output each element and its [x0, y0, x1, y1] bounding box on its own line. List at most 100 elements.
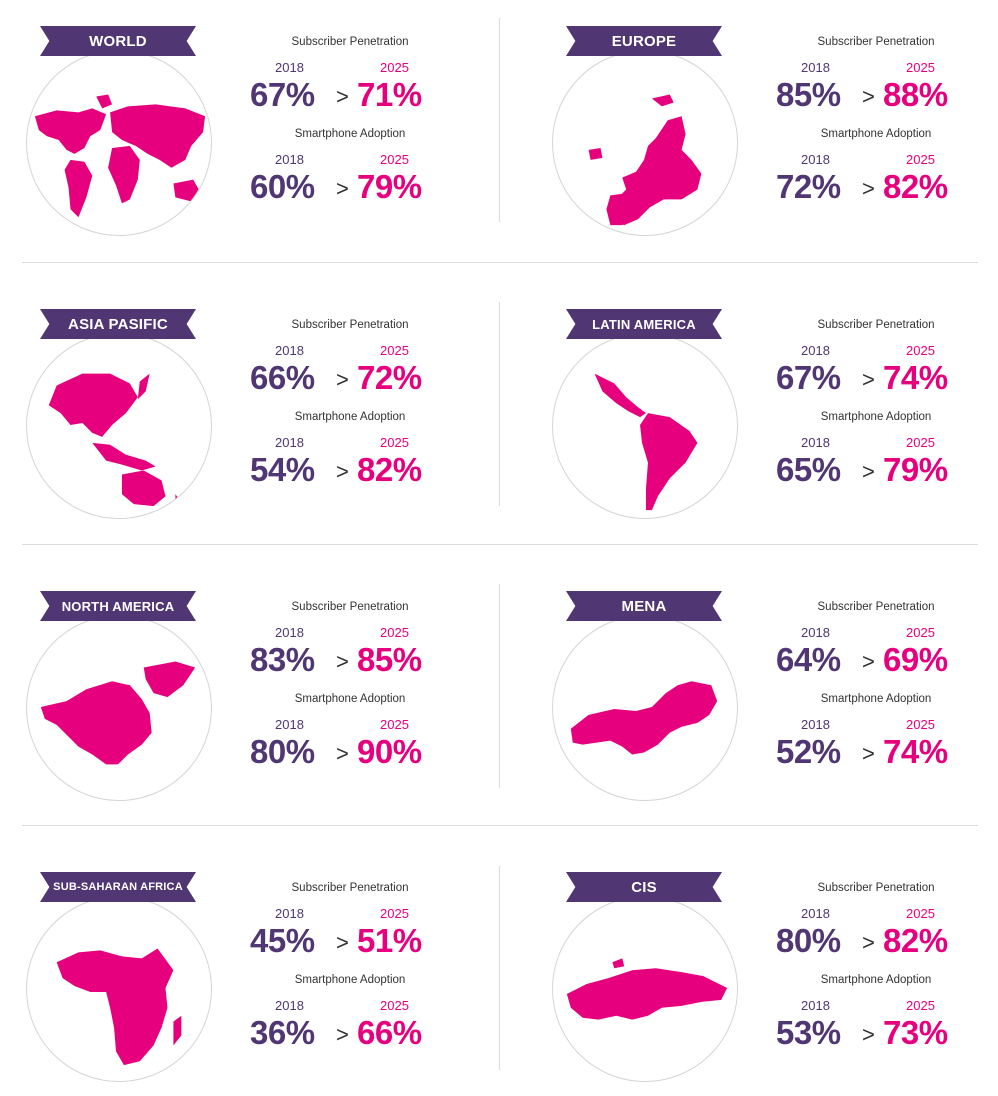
arrow-glyph: > [336, 84, 349, 109]
column-divider [499, 302, 500, 506]
value-2018: 80% [776, 922, 841, 959]
region-panel-mena: MENA Subscriber Penetration 2018 2025 64… [546, 585, 998, 815]
value-2025: 79% [883, 451, 948, 488]
region-banner: MENA [566, 591, 722, 621]
arrow-glyph: > [336, 367, 349, 392]
value-2025: 72% [357, 359, 422, 396]
year-label: 2018 [801, 717, 830, 732]
year-label: 2025 [906, 152, 935, 167]
value-2025: 79% [357, 168, 422, 205]
metric-title: Subscriber Penetration [817, 601, 935, 613]
year-label: 2025 [380, 625, 409, 640]
year-label: 2025 [906, 998, 935, 1013]
year-label: 2025 [906, 343, 935, 358]
metric-title: Subscriber Penetration [817, 319, 935, 331]
region-banner: SUB-SAHARAN AFRICA [40, 872, 196, 902]
arrow-glyph: > [336, 930, 349, 955]
metric-title: Subscriber Penetration [291, 601, 409, 613]
value-2025: 74% [883, 733, 948, 770]
value-2018: 85% [776, 76, 841, 113]
north-america-map-icon [26, 615, 212, 801]
value-2025: 82% [883, 168, 948, 205]
year-label: 2025 [380, 998, 409, 1013]
value-2018: 36% [250, 1014, 315, 1051]
value-2018: 52% [776, 733, 841, 770]
metric-title: Subscriber Penetration [817, 882, 935, 894]
metric-title: Subscriber Penetration [291, 319, 409, 331]
metric-title: Smartphone Adoption [820, 693, 932, 705]
value-2018: 66% [250, 359, 315, 396]
arrow-glyph: > [862, 367, 875, 392]
metric-title: Subscriber Penetration [291, 882, 409, 894]
value-2018: 53% [776, 1014, 841, 1051]
column-divider [499, 584, 500, 788]
year-label: 2025 [380, 152, 409, 167]
arrow-glyph: > [336, 741, 349, 766]
year-label: 2018 [801, 60, 830, 75]
value-2025: 85% [357, 641, 422, 678]
year-label: 2018 [275, 998, 304, 1013]
year-label: 2025 [906, 906, 935, 921]
value-2018: 45% [250, 922, 315, 959]
value-2018: 67% [250, 76, 315, 113]
year-label: 2018 [801, 343, 830, 358]
year-label: 2018 [801, 625, 830, 640]
year-label: 2018 [801, 906, 830, 921]
value-2025: 73% [883, 1014, 948, 1051]
region-banner: NORTH AMERICA [40, 591, 196, 621]
value-2025: 51% [357, 922, 422, 959]
value-2025: 69% [883, 641, 948, 678]
metric-title: Subscriber Penetration [817, 36, 935, 48]
column-divider [499, 866, 500, 1070]
year-label: 2025 [380, 435, 409, 450]
world-map-icon [26, 50, 212, 236]
region-panel-asia-pacific: ASIA PASIFIC Subscriber Penetration 2018… [20, 303, 480, 533]
year-label: 2018 [275, 906, 304, 921]
value-2018: 80% [250, 733, 315, 770]
value-2018: 64% [776, 641, 841, 678]
metric-title: Smartphone Adoption [820, 411, 932, 423]
arrow-glyph: > [336, 649, 349, 674]
value-2018: 65% [776, 451, 841, 488]
value-2025: 82% [883, 922, 948, 959]
arrow-glyph: > [862, 930, 875, 955]
value-2025: 90% [357, 733, 422, 770]
region-panel-north-america: NORTH AMERICA Subscriber Penetration 201… [20, 585, 480, 815]
year-label: 2025 [380, 717, 409, 732]
arrow-glyph: > [336, 1022, 349, 1047]
arrow-glyph: > [862, 1022, 875, 1047]
row-divider [22, 825, 978, 826]
region-banner: LATIN AMERICA [566, 309, 722, 339]
europe-map-icon [552, 50, 738, 236]
region-banner: WORLD [40, 26, 196, 56]
region-panel-world: WORLD Subscriber Penetration 2018 2025 6… [20, 20, 480, 250]
metric-title: Subscriber Penetration [291, 36, 409, 48]
year-label: 2018 [275, 60, 304, 75]
value-2025: 74% [883, 359, 948, 396]
metric-title: Smartphone Adoption [294, 693, 406, 705]
value-2025: 71% [357, 76, 422, 113]
region-panel-europe: EUROPE Subscriber Penetration 2018 2025 … [546, 20, 998, 250]
value-2018: 54% [250, 451, 315, 488]
year-label: 2018 [275, 625, 304, 640]
value-2018: 60% [250, 168, 315, 205]
row-divider [22, 544, 978, 545]
year-label: 2025 [906, 435, 935, 450]
metric-title: Smartphone Adoption [294, 974, 406, 986]
year-label: 2025 [380, 343, 409, 358]
year-label: 2025 [906, 625, 935, 640]
arrow-glyph: > [336, 459, 349, 484]
arrow-glyph: > [862, 84, 875, 109]
region-panel-latin-america: LATIN AMERICA Subscriber Penetration 201… [546, 303, 998, 533]
year-label: 2018 [275, 435, 304, 450]
metric-title: Smartphone Adoption [820, 128, 932, 140]
value-2025: 66% [357, 1014, 422, 1051]
metric-title: Smartphone Adoption [820, 974, 932, 986]
year-label: 2025 [906, 60, 935, 75]
region-banner: EUROPE [566, 26, 722, 56]
asia-pacific-map-icon [26, 333, 212, 519]
region-panel-cis: CIS Subscriber Penetration 2018 2025 80%… [546, 866, 998, 1096]
arrow-glyph: > [862, 459, 875, 484]
latin-america-map-icon [552, 333, 738, 519]
arrow-glyph: > [336, 176, 349, 201]
